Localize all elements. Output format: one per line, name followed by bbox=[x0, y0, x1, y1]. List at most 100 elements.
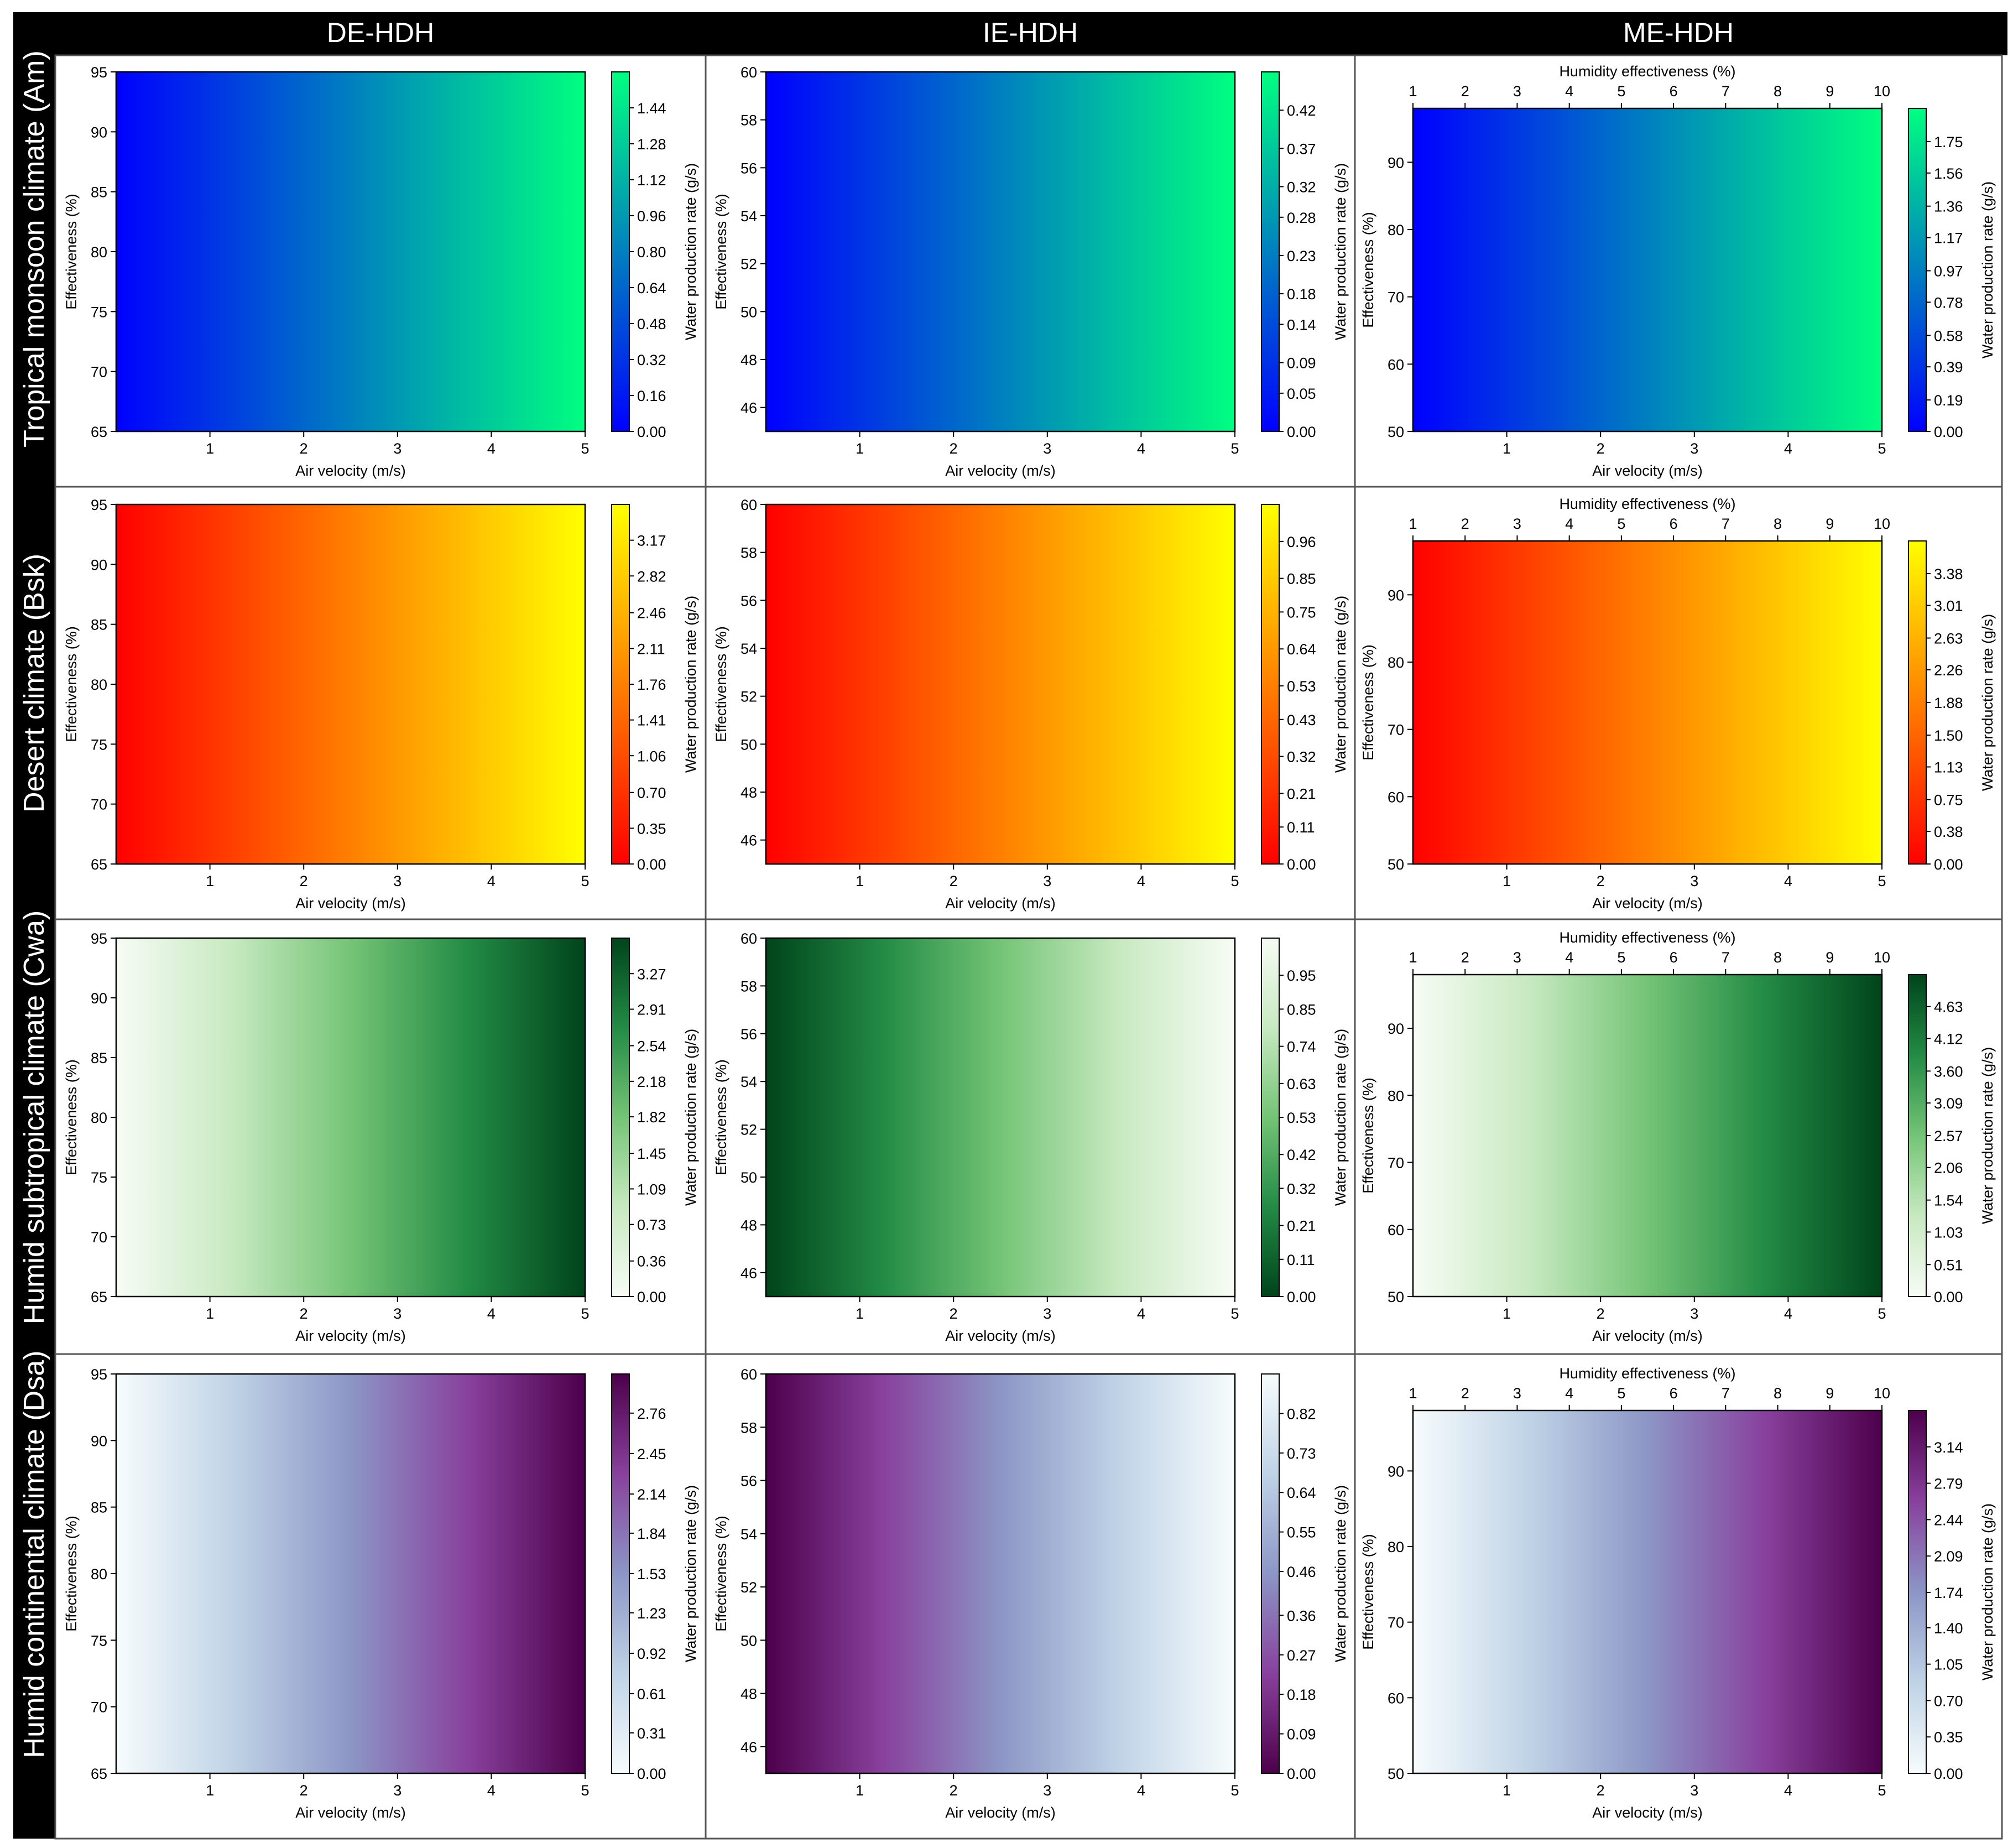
x-tick-label: 4 bbox=[487, 440, 496, 457]
colorbar-tick-label: 1.13 bbox=[1934, 759, 1963, 775]
x-tick-label: 5 bbox=[581, 1305, 589, 1322]
colorbar-tick-label: 0.37 bbox=[1287, 140, 1316, 157]
x-axis-label: Air velocity (m/s) bbox=[295, 462, 406, 479]
top-tick-label: 1 bbox=[1409, 83, 1417, 100]
x-tick-label: 2 bbox=[1597, 440, 1605, 457]
x-tick-label: 5 bbox=[581, 440, 589, 457]
y-tick-label: 56 bbox=[740, 592, 757, 609]
y-tick-label: 54 bbox=[740, 1526, 757, 1543]
heatmap-panel-r3c2 bbox=[760, 937, 1284, 1302]
x-tick-label: 4 bbox=[1137, 1305, 1145, 1322]
colorbar-tick-label: 0.31 bbox=[637, 1725, 666, 1742]
colorbar-tick-label: 0.38 bbox=[1934, 824, 1963, 840]
x-tick-label: 5 bbox=[1230, 873, 1239, 889]
heatmap-area bbox=[116, 938, 585, 1297]
colorbar-tick-label: 0.09 bbox=[1287, 1726, 1316, 1743]
colorbar bbox=[1261, 938, 1279, 1297]
top-tick-label: 6 bbox=[1670, 516, 1678, 532]
colorbar-tick-label: 0.85 bbox=[1287, 1001, 1316, 1018]
colorbar-tick-label: 0.73 bbox=[1287, 1445, 1316, 1462]
colorbar-tick-label: 0.11 bbox=[1287, 819, 1315, 836]
column-header-ie-hdh: IE-HDH bbox=[982, 17, 1078, 48]
top-axis-label: Humidity effectiveness (%) bbox=[1559, 496, 1735, 512]
heatmap-panel-r4c3 bbox=[1407, 1405, 1931, 1779]
colorbar-tick-label: 1.06 bbox=[637, 748, 666, 764]
colorbar-tick-label: 2.45 bbox=[637, 1446, 666, 1462]
top-axis-label: Humidity effectiveness (%) bbox=[1559, 63, 1735, 80]
top-tick-label: 8 bbox=[1774, 1385, 1782, 1402]
colorbar-label: Water production rate (g/s) bbox=[1979, 1047, 1996, 1224]
colorbar-frame bbox=[1261, 504, 1280, 865]
colorbar-tick-label: 3.17 bbox=[637, 533, 666, 549]
colorbar-tick-label: 0.28 bbox=[1287, 210, 1316, 226]
x-tick-label: 2 bbox=[950, 873, 958, 889]
top-tick-label: 7 bbox=[1722, 516, 1730, 532]
y-tick-label: 60 bbox=[740, 930, 757, 947]
colorbar-tick-label: 0.53 bbox=[1287, 1110, 1316, 1126]
top-tick-label: 5 bbox=[1617, 949, 1625, 966]
x-tick-label: 2 bbox=[950, 440, 958, 457]
colorbar bbox=[1908, 541, 1926, 864]
panel-cell-border bbox=[1354, 1353, 2003, 1840]
colorbar-tick-label: 1.50 bbox=[1934, 727, 1963, 744]
colorbar bbox=[1908, 1410, 1926, 1773]
y-tick-label: 95 bbox=[91, 497, 107, 513]
top-tick-label: 5 bbox=[1617, 1385, 1625, 1402]
y-tick-label: 60 bbox=[740, 497, 757, 513]
x-tick-label: 1 bbox=[856, 873, 864, 889]
x-axis-label: Air velocity (m/s) bbox=[945, 1804, 1056, 1821]
x-tick-label: 3 bbox=[1690, 1782, 1698, 1799]
colorbar-tick-label: 1.75 bbox=[1934, 134, 1963, 150]
x-tick-label: 2 bbox=[300, 873, 308, 889]
x-axis-label: Air velocity (m/s) bbox=[945, 1328, 1056, 1344]
top-tick-label: 9 bbox=[1826, 516, 1834, 532]
colorbar-tick-label: 0.39 bbox=[1934, 359, 1963, 376]
x-tick-label: 4 bbox=[1137, 1782, 1145, 1799]
heatmap-panel-r3c3 bbox=[1407, 969, 1931, 1302]
colorbar-tick-label: 0.42 bbox=[1287, 1147, 1316, 1163]
x-tick-label: 2 bbox=[300, 1782, 308, 1799]
colorbar-frame bbox=[1261, 71, 1280, 432]
y-tick-label: 80 bbox=[91, 244, 107, 261]
x-tick-label: 5 bbox=[1878, 1305, 1886, 1322]
colorbar-tick-label: 0.55 bbox=[1287, 1524, 1316, 1541]
colorbar-tick-label: 1.45 bbox=[637, 1146, 666, 1162]
x-tick-label: 5 bbox=[1878, 873, 1886, 889]
colorbar-tick-label: 2.11 bbox=[637, 641, 665, 657]
colorbar bbox=[1908, 975, 1926, 1297]
y-tick-label: 48 bbox=[740, 784, 757, 801]
heatmap-panel-r2c1 bbox=[111, 503, 634, 870]
x-tick-label: 4 bbox=[1784, 440, 1792, 457]
colorbar-label: Water production rate (g/s) bbox=[1979, 1503, 1996, 1680]
y-tick-label: 70 bbox=[1388, 722, 1404, 738]
top-tick-label: 7 bbox=[1722, 83, 1730, 100]
top-tick-label: 2 bbox=[1461, 83, 1469, 100]
top-tick-label: 9 bbox=[1826, 949, 1834, 966]
colorbar-tick-label: 0.19 bbox=[1934, 392, 1963, 409]
x-tick-label: 2 bbox=[300, 440, 308, 457]
y-tick-label: 54 bbox=[740, 1074, 757, 1090]
colorbar-tick-label: 0.00 bbox=[1934, 1289, 1963, 1305]
column-header-me-hdh: ME-HDH bbox=[1623, 17, 1734, 48]
colorbar-tick-label: 0.73 bbox=[637, 1217, 666, 1233]
heatmap-area bbox=[766, 504, 1235, 864]
colorbar-tick-label: 0.23 bbox=[1287, 248, 1316, 264]
y-tick-label: 46 bbox=[740, 1265, 757, 1282]
colorbar-tick-label: 2.76 bbox=[637, 1405, 666, 1422]
y-tick-label: 75 bbox=[91, 736, 107, 753]
y-tick-label: 50 bbox=[1388, 1289, 1404, 1305]
y-tick-label: 90 bbox=[1388, 587, 1404, 603]
colorbar-tick-label: 1.74 bbox=[1934, 1585, 1963, 1601]
x-tick-label: 5 bbox=[1230, 1305, 1239, 1322]
colorbar-tick-label: 0.70 bbox=[1934, 1693, 1963, 1709]
x-tick-label: 1 bbox=[1503, 440, 1511, 457]
colorbar-tick-label: 0.00 bbox=[1934, 1766, 1963, 1782]
x-tick-label: 3 bbox=[1043, 440, 1051, 457]
y-tick-label: 46 bbox=[740, 400, 757, 417]
x-tick-label: 3 bbox=[1043, 873, 1051, 889]
top-tick-label: 1 bbox=[1409, 1385, 1417, 1402]
y-tick-label: 52 bbox=[740, 256, 757, 273]
y-tick-label: 56 bbox=[740, 1473, 757, 1490]
y-tick-label: 95 bbox=[91, 930, 107, 947]
heatmap-panel-r4c2 bbox=[760, 1373, 1284, 1779]
